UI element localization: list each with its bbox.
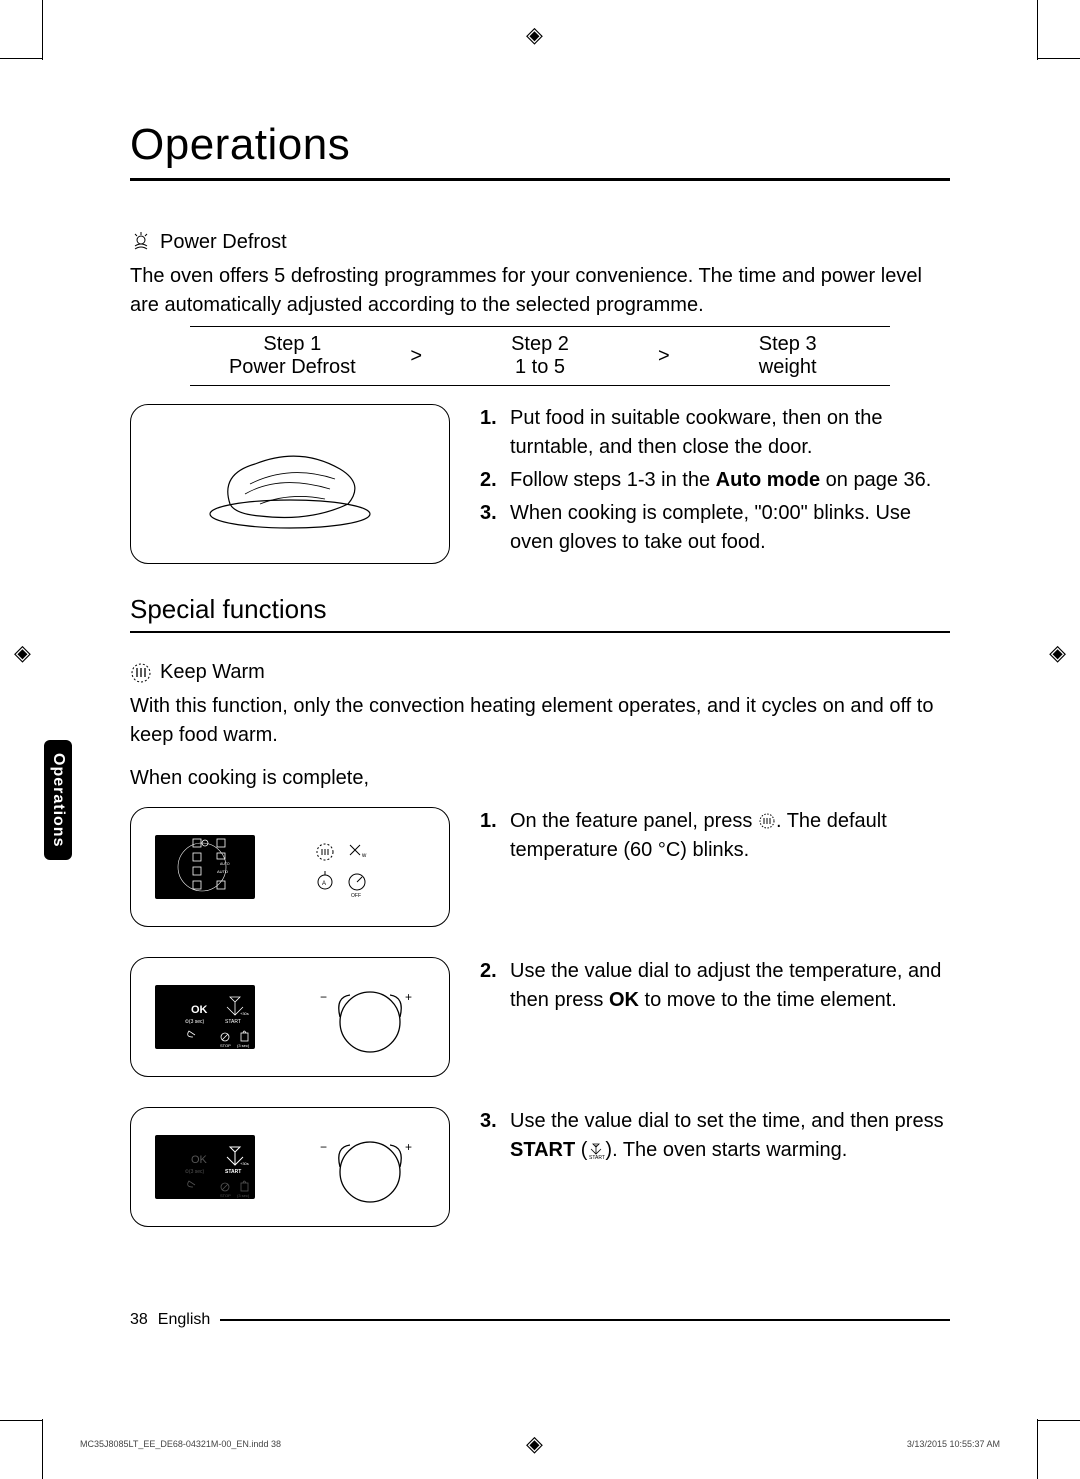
svg-text:A: A [322, 881, 326, 887]
svg-text:+30s: +30s [240, 1161, 249, 1166]
side-tab-operations: Operations [44, 740, 72, 860]
svg-text:−: − [320, 990, 327, 1004]
registration-mark: ◈ [526, 1431, 543, 1457]
footer-rule [220, 1319, 950, 1321]
source-timestamp: 3/13/2015 10:55:37 AM [907, 1439, 1000, 1449]
defrost-heading: Power Defrost [160, 231, 287, 254]
defrost-icon [130, 232, 152, 254]
meat-icon [200, 434, 380, 534]
crop-mark [42, 1419, 43, 1479]
keep-warm-inline-icon [758, 812, 776, 830]
step1-value: Power Defrost [202, 356, 382, 379]
control-panel-illustration-2: OK ⏲(3 sec) +30s START STOP (3 sec) − + [130, 957, 450, 1077]
defrost-step-1: Put food in suitable cookware, then on t… [510, 404, 950, 462]
svg-text:AUTO: AUTO [220, 862, 230, 866]
defrost-step-table: Step 1 Power Defrost > Step 2 1 to 5 > S… [190, 326, 890, 386]
keep-warm-step-2-list: 2.Use the value dial to adjust the tempe… [480, 957, 950, 1077]
svg-text:STOP: STOP [220, 1043, 231, 1048]
source-file-label: MC35J8085LT_EE_DE68-04321M-00_EN.indd 38 [80, 1439, 281, 1449]
step2-value: 1 to 5 [450, 356, 630, 379]
page-number: 38 [130, 1311, 148, 1329]
defrost-illustration [130, 404, 450, 564]
crop-mark [1038, 1420, 1080, 1421]
svg-text:−: − [320, 1140, 327, 1154]
keep-warm-intro: With this function, only the convection … [130, 692, 950, 750]
step-arrow: > [382, 345, 450, 368]
start-inline-icon: START [587, 1143, 605, 1159]
keep-warm-icon [130, 662, 152, 684]
svg-text:+: + [405, 1140, 412, 1154]
step3-label: Step 3 [698, 333, 878, 356]
control-panel-illustration-1: AUTO AUTO w A OFF [130, 807, 450, 927]
page-footer: 38 English [130, 1311, 950, 1329]
registration-mark: ◈ [526, 22, 543, 48]
crop-mark [0, 58, 42, 59]
svg-text:START: START [225, 1169, 241, 1175]
svg-text:+30s: +30s [240, 1011, 249, 1016]
keep-warm-lead: When cooking is complete, [130, 764, 950, 793]
svg-text:STOP: STOP [220, 1193, 231, 1198]
svg-text:OK: OK [191, 1004, 208, 1016]
control-panel-illustration-3: OK ⏲(3 sec) +30s START STOP (3 sec) − + [130, 1107, 450, 1227]
keep-warm-step-2: Use the value dial to adjust the tempera… [510, 957, 950, 1015]
svg-text:START: START [589, 1155, 605, 1159]
svg-text:⏲(3 sec): ⏲(3 sec) [185, 1019, 205, 1025]
svg-text:⏲(3 sec): ⏲(3 sec) [185, 1169, 205, 1175]
svg-text:OFF: OFF [351, 893, 361, 899]
svg-text:w: w [361, 853, 367, 859]
page-language: English [158, 1311, 210, 1329]
page-title: Operations [130, 120, 950, 181]
svg-text:OK: OK [191, 1154, 208, 1166]
defrost-intro: The oven offers 5 defrosting programmes … [130, 262, 950, 320]
keep-warm-step-3: Use the value dial to set the time, and … [510, 1107, 950, 1165]
crop-mark [1038, 58, 1080, 59]
svg-text:(3 sec): (3 sec) [237, 1043, 250, 1048]
control-panel-3-svg: OK ⏲(3 sec) +30s START STOP (3 sec) − + [145, 1117, 435, 1217]
defrost-step-2: Follow steps 1-3 in the Auto mode on pag… [510, 466, 931, 495]
control-panel-1-svg: AUTO AUTO w A OFF [145, 817, 435, 917]
crop-mark [42, 0, 43, 60]
crop-mark [0, 1420, 42, 1421]
defrost-step-list: 1.Put food in suitable cookware, then on… [480, 404, 950, 564]
keep-warm-step-1-list: 1.On the feature panel, press . The defa… [480, 807, 950, 927]
svg-text:+: + [405, 990, 412, 1004]
registration-mark: ◈ [14, 640, 31, 666]
step3-value: weight [698, 356, 878, 379]
step1-label: Step 1 [202, 333, 382, 356]
registration-mark: ◈ [1049, 640, 1066, 666]
step-arrow: > [630, 345, 698, 368]
svg-text:(3 sec): (3 sec) [237, 1193, 250, 1198]
step2-label: Step 2 [450, 333, 630, 356]
svg-text:AUTO: AUTO [217, 869, 228, 874]
defrost-step-3: When cooking is complete, "0:00" blinks.… [510, 499, 950, 557]
control-panel-2-svg: OK ⏲(3 sec) +30s START STOP (3 sec) − + [145, 967, 435, 1067]
crop-mark [1037, 0, 1038, 60]
special-functions-heading: Special functions [130, 594, 950, 633]
crop-mark [1037, 1419, 1038, 1479]
keep-warm-step-3-list: 3.Use the value dial to set the time, an… [480, 1107, 950, 1227]
keep-warm-step-1: On the feature panel, press . The defaul… [510, 807, 950, 865]
keep-warm-heading: Keep Warm [160, 661, 265, 684]
svg-text:START: START [225, 1019, 241, 1025]
